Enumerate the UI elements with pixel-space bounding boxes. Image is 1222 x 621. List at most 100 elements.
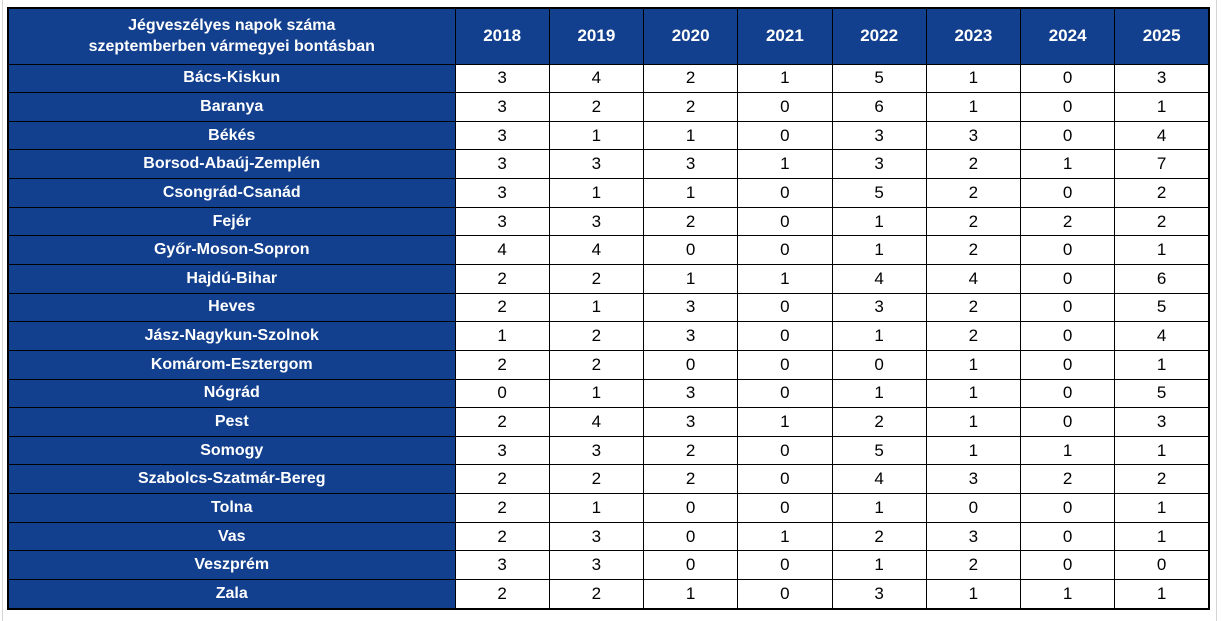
county-label[interactable]: Fejér — [7, 206, 456, 237]
value-cell[interactable]: 0 — [1019, 63, 1116, 94]
value-cell[interactable]: 4 — [831, 464, 927, 495]
value-cell[interactable]: 0 — [1019, 493, 1116, 523]
value-cell[interactable]: 0 — [737, 550, 833, 581]
year-header-2024[interactable]: 2024 — [1019, 7, 1116, 65]
county-label[interactable]: Borsod-Abaúj-Zemplén — [7, 149, 456, 180]
county-label[interactable]: Jász-Nagykun-Szolnok — [7, 321, 456, 351]
value-cell[interactable]: 1 — [737, 149, 833, 180]
value-cell[interactable]: 3 — [454, 435, 550, 466]
value-cell[interactable]: 1 — [1114, 92, 1210, 122]
year-header-2018[interactable]: 2018 — [454, 7, 550, 65]
value-cell[interactable]: 0 — [1019, 550, 1116, 581]
value-cell[interactable]: 2 — [548, 349, 645, 380]
value-cell[interactable]: 2 — [642, 464, 739, 495]
county-label[interactable]: Hajdú-Bihar — [7, 263, 456, 294]
value-cell[interactable]: 4 — [548, 407, 645, 437]
value-cell[interactable]: 4 — [454, 235, 550, 265]
value-cell[interactable]: 1 — [925, 92, 1022, 122]
year-header-2020[interactable]: 2020 — [642, 7, 739, 65]
value-cell[interactable]: 1 — [454, 321, 550, 351]
value-cell[interactable]: 3 — [831, 149, 927, 180]
value-cell[interactable]: 3 — [642, 321, 739, 351]
value-cell[interactable]: 7 — [1114, 149, 1210, 180]
county-label[interactable]: Komárom-Esztergom — [7, 349, 456, 380]
value-cell[interactable]: 0 — [925, 493, 1022, 523]
value-cell[interactable]: 3 — [642, 292, 739, 323]
value-cell[interactable]: 4 — [548, 235, 645, 265]
value-cell[interactable]: 0 — [1019, 407, 1116, 437]
value-cell[interactable]: 5 — [831, 435, 927, 466]
value-cell[interactable]: 0 — [737, 378, 833, 409]
value-cell[interactable]: 2 — [454, 263, 550, 294]
year-header-2019[interactable]: 2019 — [548, 7, 645, 65]
value-cell[interactable]: 1 — [548, 378, 645, 409]
value-cell[interactable]: 1 — [1019, 435, 1116, 466]
value-cell[interactable]: 1 — [831, 378, 927, 409]
value-cell[interactable]: 4 — [1114, 120, 1210, 151]
value-cell[interactable]: 3 — [925, 464, 1022, 495]
value-cell[interactable]: 0 — [737, 464, 833, 495]
value-cell[interactable]: 2 — [1114, 178, 1210, 208]
value-cell[interactable]: 1 — [548, 292, 645, 323]
value-cell[interactable]: 4 — [548, 63, 645, 94]
value-cell[interactable]: 2 — [454, 292, 550, 323]
value-cell[interactable]: 3 — [925, 521, 1022, 552]
value-cell[interactable]: 0 — [1019, 292, 1116, 323]
value-cell[interactable]: 3 — [831, 120, 927, 151]
value-cell[interactable]: 3 — [831, 579, 927, 610]
value-cell[interactable]: 0 — [1019, 92, 1116, 122]
value-cell[interactable]: 1 — [642, 579, 739, 610]
value-cell[interactable]: 1 — [831, 550, 927, 581]
value-cell[interactable]: 1 — [737, 521, 833, 552]
value-cell[interactable]: 0 — [737, 235, 833, 265]
value-cell[interactable]: 1 — [1114, 435, 1210, 466]
value-cell[interactable]: 3 — [642, 378, 739, 409]
value-cell[interactable]: 0 — [454, 378, 550, 409]
value-cell[interactable]: 0 — [642, 550, 739, 581]
value-cell[interactable]: 2 — [454, 521, 550, 552]
value-cell[interactable]: 2 — [642, 92, 739, 122]
value-cell[interactable]: 1 — [1019, 149, 1116, 180]
value-cell[interactable]: 3 — [548, 149, 645, 180]
value-cell[interactable]: 0 — [1019, 378, 1116, 409]
county-label[interactable]: Somogy — [7, 435, 456, 466]
value-cell[interactable]: 1 — [548, 178, 645, 208]
value-cell[interactable]: 0 — [1019, 120, 1116, 151]
value-cell[interactable]: 4 — [1114, 321, 1210, 351]
value-cell[interactable]: 5 — [831, 63, 927, 94]
value-cell[interactable]: 0 — [737, 349, 833, 380]
value-cell[interactable]: 3 — [925, 120, 1022, 151]
value-cell[interactable]: 3 — [548, 206, 645, 237]
value-cell[interactable]: 1 — [737, 263, 833, 294]
value-cell[interactable]: 0 — [737, 321, 833, 351]
value-cell[interactable]: 0 — [1019, 521, 1116, 552]
value-cell[interactable]: 3 — [548, 435, 645, 466]
value-cell[interactable]: 6 — [1114, 263, 1210, 294]
value-cell[interactable]: 0 — [737, 435, 833, 466]
value-cell[interactable]: 2 — [548, 579, 645, 610]
value-cell[interactable]: 0 — [642, 235, 739, 265]
value-cell[interactable]: 0 — [642, 521, 739, 552]
value-cell[interactable]: 2 — [454, 407, 550, 437]
county-label[interactable]: Nógrád — [7, 378, 456, 409]
value-cell[interactable]: 1 — [1114, 579, 1210, 610]
value-cell[interactable]: 5 — [1114, 378, 1210, 409]
value-cell[interactable]: 2 — [1114, 464, 1210, 495]
county-label[interactable]: Zala — [7, 579, 456, 610]
value-cell[interactable]: 2 — [548, 321, 645, 351]
county-label[interactable]: Vas — [7, 521, 456, 552]
county-label[interactable]: Szabolcs-Szatmár-Bereg — [7, 464, 456, 495]
value-cell[interactable]: 2 — [1019, 464, 1116, 495]
year-header-2022[interactable]: 2022 — [831, 7, 927, 65]
value-cell[interactable]: 2 — [925, 178, 1022, 208]
value-cell[interactable]: 3 — [454, 550, 550, 581]
value-cell[interactable]: 0 — [1019, 263, 1116, 294]
value-cell[interactable]: 2 — [454, 579, 550, 610]
value-cell[interactable]: 3 — [1114, 407, 1210, 437]
value-cell[interactable]: 3 — [454, 206, 550, 237]
value-cell[interactable]: 1 — [642, 120, 739, 151]
value-cell[interactable]: 0 — [1019, 178, 1116, 208]
value-cell[interactable]: 3 — [642, 407, 739, 437]
value-cell[interactable]: 2 — [1114, 206, 1210, 237]
value-cell[interactable]: 1 — [831, 493, 927, 523]
